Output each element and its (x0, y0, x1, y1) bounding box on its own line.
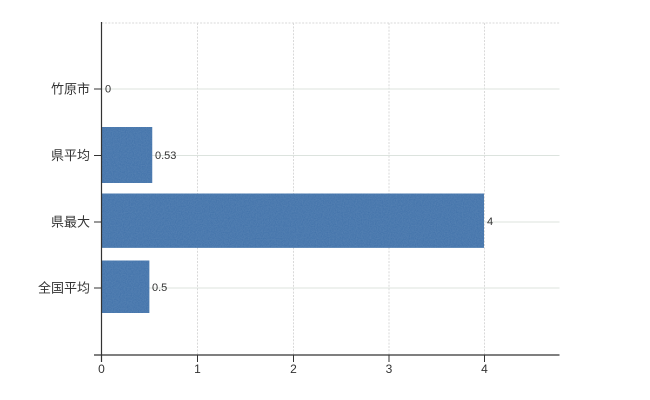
svg-text:県平均: 県平均 (51, 148, 90, 163)
svg-text:0: 0 (98, 362, 105, 376)
svg-text:県最大: 県最大 (51, 215, 90, 230)
svg-text:2: 2 (290, 362, 297, 376)
svg-text:全国平均: 全国平均 (38, 281, 90, 296)
svg-text:4: 4 (487, 216, 493, 228)
svg-text:3: 3 (386, 362, 393, 376)
svg-text:0: 0 (105, 84, 111, 96)
svg-text:4: 4 (481, 362, 488, 376)
svg-text:0.5: 0.5 (152, 282, 167, 294)
svg-text:竹原市: 竹原市 (51, 82, 90, 97)
svg-text:0.53: 0.53 (155, 150, 176, 162)
svg-text:1: 1 (194, 362, 201, 376)
